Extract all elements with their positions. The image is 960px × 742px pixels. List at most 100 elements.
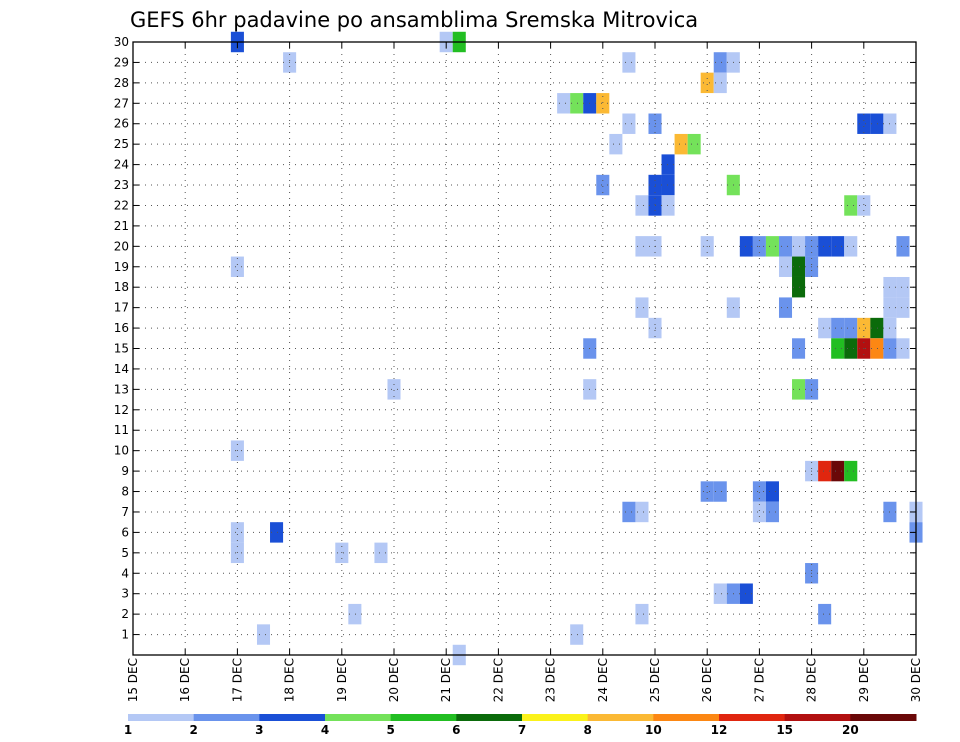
- heatmap-cell: [230, 256, 244, 277]
- colorbar-swatch: [456, 714, 523, 721]
- heatmap-cell: [844, 236, 858, 257]
- y-tick-label: 16: [114, 321, 129, 335]
- heatmap-cell: [778, 297, 793, 318]
- heatmap-cell: [792, 379, 806, 400]
- y-tick-label: 21: [114, 219, 129, 233]
- colorbar-label: 7: [518, 723, 526, 737]
- heatmap-cell: [557, 93, 571, 114]
- colorbar-swatch: [784, 714, 851, 721]
- heatmap-cell: [635, 236, 649, 257]
- heatmap-cell: [870, 338, 884, 359]
- heatmap-cell: [818, 236, 832, 257]
- heatmap-cell: [713, 583, 727, 604]
- colorbar-label: 6: [452, 723, 460, 737]
- heatmap-cell: [700, 72, 714, 94]
- heatmap-cell: [896, 338, 910, 359]
- heatmap-cell: [831, 317, 845, 339]
- x-tick-label: 28 DEC: [805, 658, 819, 702]
- y-tick-label: 27: [114, 96, 129, 110]
- x-tick-label: 18 DEC: [283, 658, 297, 702]
- heatmap-cell: [870, 113, 884, 134]
- heatmap-cell: [374, 542, 388, 564]
- heatmap-cell: [778, 236, 793, 257]
- heatmap-cell: [857, 195, 871, 216]
- y-tick-label: 22: [114, 198, 129, 212]
- x-tick-label: 15 DEC: [126, 658, 140, 702]
- colorbar-swatch: [653, 714, 720, 721]
- heatmap-cell: [844, 317, 858, 339]
- heatmap-cell: [387, 379, 401, 400]
- heatmap-cell: [635, 501, 649, 523]
- y-tick-label: 10: [114, 444, 129, 458]
- colorbar-label: 12: [711, 723, 728, 737]
- heatmap-cell: [831, 236, 845, 257]
- y-tick-label: 14: [114, 362, 129, 376]
- y-tick-label: 11: [114, 423, 129, 437]
- heatmap-cell: [818, 460, 832, 482]
- x-tick-label: 20 DEC: [387, 658, 401, 702]
- y-axis: 1234567891011121314151617181920212223242…: [114, 35, 916, 642]
- heatmap-cell: [818, 603, 832, 625]
- heatmap-cell: [752, 501, 766, 523]
- heatmap-cell: [635, 297, 649, 318]
- heatmap-cell: [896, 276, 910, 298]
- heatmap-cell: [857, 113, 871, 134]
- y-tick-label: 15: [114, 342, 129, 356]
- y-tick-label: 13: [114, 382, 129, 396]
- heatmap-cell: [792, 256, 806, 277]
- heatmap-cell: [635, 195, 649, 216]
- grid-lines: [133, 42, 916, 655]
- colorbar-label: 20: [842, 723, 859, 737]
- heatmap-cell: [661, 154, 675, 175]
- colorbar: 1 2 3 4 5 6 7 8 10 12 15 20: [124, 714, 917, 737]
- colorbar-swatch: [259, 714, 326, 721]
- chart-title: GEFS 6hr padavine po ansamblima Sremska …: [130, 8, 698, 32]
- y-tick-label: 7: [121, 505, 129, 519]
- y-tick-label: 1: [121, 628, 129, 642]
- heatmap-cell: [700, 481, 714, 502]
- colorbar-swatch: [128, 714, 195, 721]
- heatmap-cell: [661, 174, 675, 196]
- heatmap-cell: [739, 583, 753, 604]
- heatmap-cell: [596, 93, 610, 114]
- colorbar-swatch: [719, 714, 786, 721]
- colorbar-swatch: [850, 714, 917, 721]
- colorbar-label: 2: [189, 723, 197, 737]
- heatmap-cell: [622, 52, 636, 73]
- y-tick-label: 17: [114, 301, 129, 315]
- colorbar-label: 8: [583, 723, 591, 737]
- heatmap-cell: [674, 133, 688, 155]
- heatmap-cell: [844, 195, 858, 216]
- y-tick-label: 29: [114, 55, 129, 69]
- x-tick-label: 29 DEC: [857, 658, 871, 702]
- y-tick-label: 25: [114, 137, 129, 151]
- heatmap-cell: [792, 276, 806, 298]
- colorbar-label: 5: [386, 723, 394, 737]
- x-tick-label: 22 DEC: [491, 658, 505, 702]
- heatmap-cell: [831, 460, 845, 482]
- heatmap-cell: [870, 317, 884, 339]
- heatmap-cell: [230, 522, 244, 543]
- colorbar-swatch: [193, 714, 260, 721]
- x-tick-label: 25 DEC: [648, 658, 662, 702]
- y-tick-label: 20: [114, 239, 129, 253]
- y-tick-label: 9: [121, 464, 129, 478]
- y-tick-label: 26: [114, 117, 129, 131]
- heatmap-cell: [792, 236, 806, 257]
- heatmap-cell: [752, 481, 766, 502]
- heatmap-cell: [896, 297, 910, 318]
- colorbar-swatch: [325, 714, 392, 721]
- colorbar-swatch: [390, 714, 457, 721]
- colorbar-swatch: [587, 714, 654, 721]
- heatmap-cell: [661, 195, 675, 216]
- heatmap-cell: [348, 603, 362, 625]
- heatmap-cell: [896, 236, 910, 257]
- x-tick-label: 19 DEC: [335, 658, 349, 702]
- x-tick-label: 23 DEC: [544, 658, 558, 702]
- heatmap-cell: [570, 93, 584, 114]
- x-axis: 15 DEC 16 DEC 17 DEC 18 DEC 19 DEC 20 DEC 21 D…: [126, 42, 923, 702]
- x-tick-label: 26 DEC: [700, 658, 714, 702]
- colorbar-label: 15: [776, 723, 793, 737]
- heatmap-cell: [256, 624, 271, 645]
